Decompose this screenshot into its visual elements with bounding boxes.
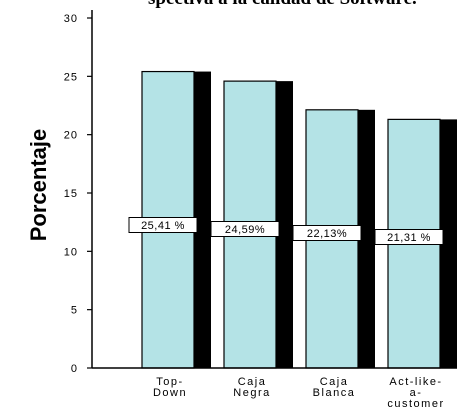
data-labels-layer: 25,41 % 24,59% 22,13% 21,31 % xyxy=(128,217,444,245)
y-tick-label: 30 xyxy=(64,13,78,25)
data-label: 22,13% xyxy=(307,228,347,240)
bar-shadow xyxy=(358,109,375,369)
y-tick-label: 5 xyxy=(71,305,78,317)
y-tick-label: 10 xyxy=(64,246,78,258)
x-category-label: Caja xyxy=(238,376,267,388)
data-label: 25,41 % xyxy=(141,220,185,232)
y-tick-label: 0 xyxy=(71,363,78,375)
data-label-box xyxy=(374,229,444,245)
x-categories-layer: Top-DownCajaNegraCajaBlancaAct-like-a-cu… xyxy=(153,376,444,408)
bar-shadow xyxy=(194,71,211,369)
x-category-label: Blanca xyxy=(313,387,356,399)
chart-title: spectiva a la calidad de Software. xyxy=(148,0,417,9)
data-label-box xyxy=(292,225,362,241)
y-ticks-layer: 0 5 10 15 20 25 30 xyxy=(64,13,92,375)
y-axis-label: Porcentaje xyxy=(26,129,51,242)
bar-shadow xyxy=(440,119,457,368)
x-category-label: customer xyxy=(387,398,444,408)
data-label: 24,59% xyxy=(225,224,265,236)
bar-shadow xyxy=(276,81,293,368)
x-category-label: a- xyxy=(410,387,423,399)
x-category-label: Caja xyxy=(320,376,349,388)
y-tick-label: 15 xyxy=(64,188,78,200)
x-category-label: Act-like- xyxy=(389,376,442,388)
y-tick-label: 25 xyxy=(64,71,78,83)
y-tick-label: 20 xyxy=(64,130,78,142)
data-label-box xyxy=(210,221,280,237)
data-label-box xyxy=(128,217,198,233)
x-category-label: Down xyxy=(153,387,187,399)
data-label: 21,31 % xyxy=(387,232,431,244)
x-category-label: Top- xyxy=(156,376,183,388)
x-category-label: Negra xyxy=(233,387,270,399)
